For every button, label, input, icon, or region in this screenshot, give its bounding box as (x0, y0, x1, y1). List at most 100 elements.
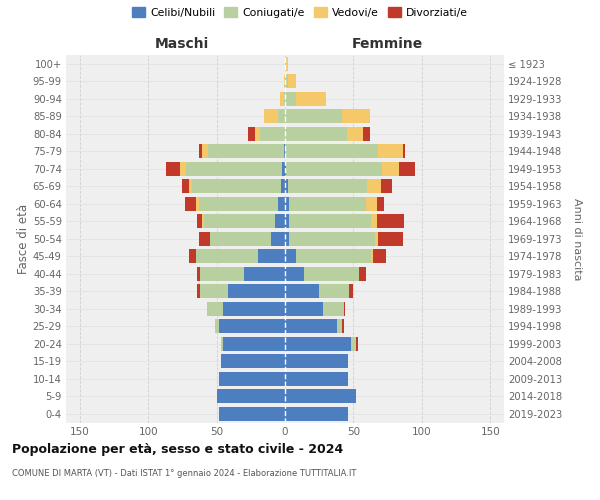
Bar (260, 126, 285, 141)
Text: COMUNE DI MARTA (VT) - Dati ISTAT 1° gennaio 2024 - Elaborazione TUTTITALIA.IT: COMUNE DI MARTA (VT) - Dati ISTAT 1° gen… (12, 469, 356, 478)
Bar (347, 126, 363, 141)
Bar (202, 214, 204, 228)
Bar (366, 196, 377, 211)
Bar (373, 249, 386, 264)
Bar (378, 144, 403, 158)
Bar (210, 232, 271, 246)
Bar (285, 319, 337, 334)
Bar (282, 162, 285, 176)
Bar (286, 162, 382, 176)
Bar (197, 284, 200, 298)
Bar (356, 336, 358, 351)
Bar (319, 284, 349, 298)
Bar (377, 196, 383, 211)
Bar (215, 319, 220, 334)
Bar (179, 162, 187, 176)
Bar (248, 126, 255, 141)
Bar (377, 214, 404, 228)
Bar (204, 214, 275, 228)
Bar (207, 302, 223, 316)
Bar (288, 74, 296, 88)
Bar (281, 179, 285, 194)
Bar (285, 336, 351, 351)
Bar (288, 179, 367, 194)
Bar (187, 162, 282, 176)
Bar (285, 284, 319, 298)
Bar (351, 336, 356, 351)
Bar (220, 406, 285, 421)
Bar (285, 372, 348, 386)
Bar (208, 144, 284, 158)
Bar (192, 179, 281, 194)
Bar (223, 336, 285, 351)
Bar (284, 144, 285, 158)
Bar (285, 144, 378, 158)
Bar (285, 302, 323, 316)
Bar (285, 74, 288, 88)
Text: Femmine: Femmine (352, 36, 423, 51)
Bar (371, 249, 373, 264)
Bar (166, 162, 179, 176)
Bar (343, 319, 344, 334)
Bar (199, 232, 210, 246)
Bar (275, 214, 285, 228)
Bar (202, 144, 208, 158)
Bar (363, 126, 370, 141)
Bar (285, 406, 348, 421)
Bar (296, 92, 326, 106)
Bar (285, 266, 304, 281)
Bar (285, 162, 286, 176)
Bar (337, 319, 343, 334)
Bar (227, 284, 285, 298)
Bar (255, 126, 260, 141)
Bar (196, 249, 257, 264)
Bar (367, 179, 381, 194)
Bar (285, 389, 356, 404)
Bar (197, 214, 202, 228)
Bar (285, 354, 348, 368)
Bar (285, 109, 343, 124)
Bar (382, 162, 398, 176)
Bar (284, 74, 285, 88)
Bar (265, 109, 278, 124)
Bar (285, 196, 289, 211)
Bar (285, 214, 289, 228)
Bar (304, 266, 359, 281)
Legend: Celibi/Nubili, Coniugati/e, Vedovi/e, Divorziati/e: Celibi/Nubili, Coniugati/e, Vedovi/e, Di… (128, 3, 472, 22)
Bar (221, 336, 223, 351)
Text: Maschi: Maschi (155, 36, 209, 51)
Bar (285, 179, 288, 194)
Bar (200, 284, 227, 298)
Bar (223, 302, 285, 316)
Bar (398, 162, 415, 176)
Bar (244, 266, 285, 281)
Bar (349, 284, 353, 298)
Bar (378, 232, 403, 246)
Bar (285, 126, 347, 141)
Bar (371, 214, 377, 228)
Bar (344, 302, 345, 316)
Bar (200, 266, 244, 281)
Bar (280, 92, 284, 106)
Bar (284, 92, 285, 106)
Bar (403, 144, 406, 158)
Bar (323, 302, 344, 316)
Bar (271, 232, 285, 246)
Text: Popolazione per età, sesso e stato civile - 2024: Popolazione per età, sesso e stato civil… (12, 442, 343, 456)
Bar (220, 319, 285, 334)
Bar (296, 249, 371, 264)
Bar (289, 196, 366, 211)
Bar (182, 179, 189, 194)
Bar (278, 109, 285, 124)
Bar (381, 179, 392, 194)
Bar (359, 266, 366, 281)
Bar (289, 232, 376, 246)
Y-axis label: Fasce di età: Fasce di età (17, 204, 30, 274)
Bar (376, 232, 378, 246)
Bar (196, 196, 199, 211)
Bar (220, 372, 285, 386)
Bar (221, 354, 285, 368)
Bar (285, 249, 296, 264)
Bar (199, 196, 278, 211)
Bar (189, 249, 196, 264)
